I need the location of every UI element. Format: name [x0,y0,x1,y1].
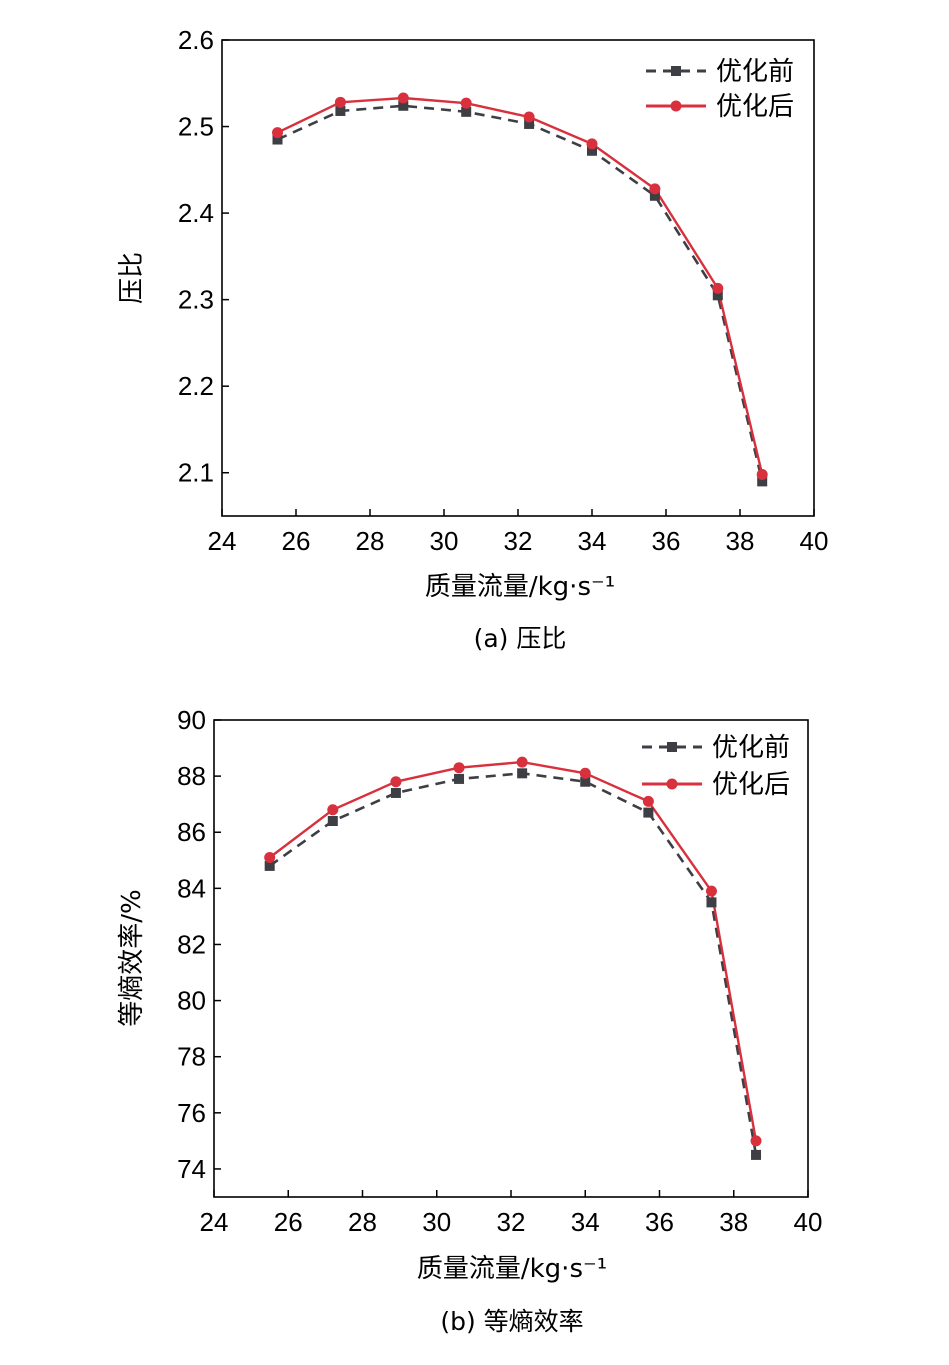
caption-a: (a) 压比 [474,624,567,653]
y-axis-label-b: 等熵效率/% [117,889,147,1026]
data-point-after [334,96,346,108]
x-tick-label: 28 [356,526,385,556]
data-point-before [524,118,535,129]
legend-label-before-a: 优化前 [716,57,794,87]
x-ticks-b: 24 26 28 30 32 34 36 38 40 [200,1190,823,1237]
data-point-before [272,134,283,145]
legend-label-before-b: 优化前 [712,733,790,763]
data-point-before [649,190,660,201]
data-point-after [264,851,276,863]
data-point-before [751,1149,762,1160]
data-point-after [586,138,598,150]
x-tick-label: 34 [578,526,607,556]
data-point-before [580,776,591,787]
y-tick-label: 74 [177,1154,206,1184]
x-tick-label: 26 [282,526,311,556]
data-point-after [705,885,717,897]
data-point-after [756,468,768,480]
data-point-after [460,97,472,109]
y-tick-label: 86 [177,817,206,847]
data-point-before [390,787,401,798]
data-point-before [517,768,528,779]
data-point-before [757,476,768,487]
y-tick-label: 88 [177,761,206,791]
y-ticks-b: 74 76 78 80 82 84 86 88 90 [177,705,221,1184]
data-point-after [750,1135,762,1147]
y-tick-label: 76 [177,1098,206,1128]
data-point-after [272,127,283,139]
data-point-before [327,816,338,827]
y-tick-label: 2.5 [178,112,214,142]
chart-b: 24 26 28 30 32 34 36 38 40 74 76 78 80 82 84 86 88 90 质量… [117,705,822,1336]
x-tick-label: 26 [274,1207,303,1237]
data-point-after [397,92,409,104]
y-ticks-a: 2.1 2.2 2.3 2.4 2.5 2.6 [178,25,229,488]
y-tick-label: 2.2 [178,371,214,401]
legend-marker-before-a [671,66,681,76]
x-tick-label: 30 [422,1207,451,1237]
data-point-before [706,897,717,908]
data-point-after [390,776,402,788]
legend-label-after-a: 优化后 [716,92,794,122]
plot-area-a [272,92,768,487]
data-point-after [649,183,661,195]
y-tick-label: 84 [177,873,206,903]
legend-b: 优化前 优化后 [642,733,790,800]
x-axis-label-a: 质量流量/kg·s⁻¹ [425,572,615,602]
caption-b: (b) 等熵效率 [440,1307,583,1336]
y-tick-label: 80 [177,986,206,1016]
series-line-after [268,760,758,1142]
x-tick-label: 32 [504,526,533,556]
y-axis-label-a: 压比 [117,252,147,304]
x-ticks-a: 24 26 28 30 32 34 36 38 40 [208,509,829,556]
plot-area-b [264,756,762,1160]
y-tick-label: 2.4 [178,198,214,228]
y-tick-label: 2.1 [178,458,214,488]
x-tick-label: 30 [430,526,459,556]
series-line-before [276,104,764,482]
x-tick-label: 32 [497,1207,526,1237]
data-point-after [642,795,654,807]
chart-a: 24 26 28 30 32 34 36 38 40 2.1 2.2 2.3 2.4 2.5 2.6 质量… [117,25,828,653]
data-point-after [516,756,528,768]
data-point-after [523,111,535,123]
x-tick-label: 38 [726,526,755,556]
y-tick-label: 78 [177,1042,206,1072]
data-point-before [587,145,597,156]
x-tick-label: 24 [200,1207,229,1237]
data-point-after [579,767,591,779]
series-line-before [268,771,758,1156]
series-line-after [276,96,764,475]
legend-label-after-b: 优化后 [712,770,790,800]
x-axis-label-b: 质量流量/kg·s⁻¹ [417,1254,607,1284]
legend-marker-after-b [666,778,678,790]
data-point-before [398,100,409,111]
y-tick-label: 90 [177,705,206,735]
data-point-after [453,762,465,774]
data-point-before [643,807,654,818]
legend-a: 优化前 优化后 [646,57,794,122]
data-point-before [461,106,472,117]
x-tick-label: 36 [652,526,681,556]
data-point-before [712,290,723,301]
legend-marker-after-a [670,100,682,112]
data-point-after [712,282,724,294]
data-point-before [264,860,275,871]
x-tick-label: 38 [719,1207,748,1237]
x-tick-label: 24 [208,526,237,556]
y-tick-label: 82 [177,929,206,959]
x-tick-label: 40 [794,1207,823,1237]
x-tick-label: 36 [645,1207,674,1237]
data-point-before [454,773,465,784]
y-tick-label: 2.6 [178,25,214,55]
y-tick-label: 2.3 [178,285,214,315]
legend-marker-before-b [667,742,677,752]
data-point-before [335,105,346,116]
x-tick-label: 28 [348,1207,377,1237]
x-tick-label: 40 [800,526,829,556]
data-point-after [327,804,339,816]
x-tick-label: 34 [571,1207,600,1237]
